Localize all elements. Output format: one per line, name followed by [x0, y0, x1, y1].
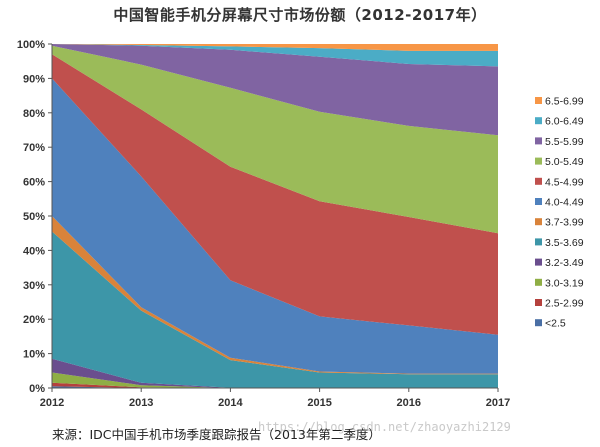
- x-tick-label: 2017: [486, 397, 510, 409]
- legend-swatch-2-5-2-99: [535, 299, 542, 306]
- legend-label-6-5-6-99: 6.5-6.99: [545, 96, 584, 108]
- y-tick-label: 40%: [23, 245, 45, 257]
- legend-label-6-0-6-49: 6.0-6.49: [545, 116, 584, 128]
- area-4-0-4-49: [52, 78, 498, 374]
- area-layers: [52, 44, 498, 388]
- legend-swatch-3-7-3-99: [535, 218, 542, 226]
- chart-title: 中国智能手机分屏幕尺寸市场份额（2012-2017年）: [113, 6, 487, 24]
- area-5-0-5-49: [52, 45, 498, 234]
- y-tick-label: 0%: [29, 383, 45, 395]
- legend-label-4-5-4-99: 4.5-4.99: [545, 176, 584, 188]
- y-tick-label: 60%: [23, 177, 45, 189]
- area-3-5-3-69: [52, 231, 498, 388]
- y-tick-label: 20%: [23, 314, 45, 326]
- legend-label-3-7-3-99: 3.7-3.99: [545, 217, 584, 229]
- legend-label-3-0-3-19: 3.0-3.19: [545, 277, 584, 289]
- x-tick-label: 2015: [307, 397, 331, 409]
- x-tick-label: 2012: [40, 397, 64, 409]
- legend-swatch-4-0-4-49: [535, 198, 542, 205]
- legend-label-lt-2-5: <2.5: [545, 318, 566, 330]
- y-tick-label: 10%: [23, 349, 45, 361]
- y-tick-label: 80%: [23, 108, 45, 120]
- area-6-5-6-99: [52, 44, 498, 51]
- legend-swatch-6-0-6-49: [535, 117, 542, 125]
- area-5-5-5-99: [52, 44, 498, 136]
- y-tick-label: 30%: [23, 280, 45, 292]
- y-tick-label: 90%: [23, 73, 45, 85]
- y-tick-label: 50%: [23, 211, 45, 223]
- legend-swatch-6-5-6-99: [535, 97, 542, 104]
- legend-label-3-2-3-49: 3.2-3.49: [545, 257, 584, 269]
- area-6-0-6-49: [52, 44, 498, 67]
- legend-swatch-5-0-5-49: [535, 157, 542, 165]
- x-tick-label: 2016: [397, 397, 421, 409]
- x-axis-ticks: 2012 2013 2014 2015 2016 2017: [40, 388, 510, 409]
- legend-label-5-0-5-49: 5.0-5.49: [545, 156, 584, 168]
- legend-swatch-5-5-5-99: [535, 137, 542, 145]
- legend-swatch-lt-2-5: [535, 319, 542, 327]
- y-axis-ticks: 0% 10% 20% 30% 40% 50% 60% 70% 80% 90% 100%: [17, 39, 52, 395]
- legend-swatch-3-2-3-49: [535, 258, 542, 266]
- legend-label-2-5-2-99: 2.5-2.99: [545, 298, 584, 310]
- area-4-5-4-99: [52, 54, 498, 335]
- legend: 6.5-6.99 6.0-6.49 5.5-5.99 5.0-5.49 4.5-4.99…: [535, 96, 584, 330]
- source-note: 来源：IDC中国手机市场季度跟踪报告（2013年第二季度）: [52, 427, 381, 442]
- x-tick-label: 2013: [129, 397, 153, 409]
- x-tick-label: 2014: [218, 397, 243, 409]
- y-tick-label: 70%: [23, 142, 45, 154]
- watermark: https://blog.csdn.net/zhaoyazhi2129: [258, 420, 511, 434]
- legend-label-5-5-5-99: 5.5-5.99: [545, 136, 584, 148]
- legend-label-4-0-4-49: 4.0-4.49: [545, 197, 584, 209]
- legend-swatch-3-5-3-69: [535, 238, 542, 246]
- legend-swatch-3-0-3-19: [535, 278, 542, 286]
- legend-swatch-4-5-4-99: [535, 177, 542, 185]
- legend-label-3-5-3-69: 3.5-3.69: [545, 237, 584, 249]
- y-tick-label: 100%: [17, 39, 45, 51]
